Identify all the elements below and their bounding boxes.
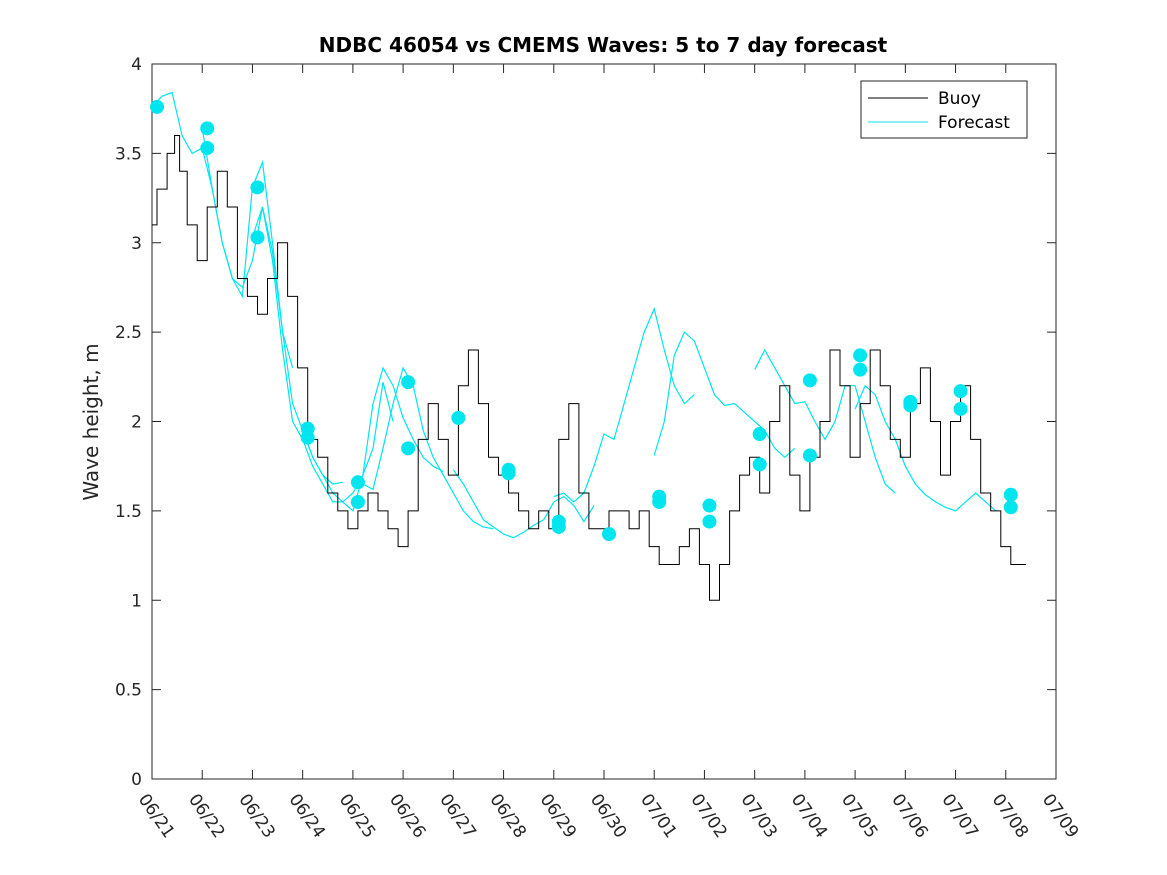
legend-box [860,80,1028,139]
forecast-marker [150,99,165,114]
forecast-marker [250,230,265,245]
legend: Buoy Forecast [860,80,1028,139]
y-tick-label: 2.5 [115,323,142,343]
x-tick-label: 07/03 [737,790,781,842]
y-axis-label: Wave height, m [79,343,103,500]
forecast-marker [652,494,667,509]
forecast-marker [702,498,717,513]
buoy-line [152,135,1026,601]
forecast-run-line [251,206,394,503]
y-tick-label: 3.5 [115,144,142,164]
y-tick-label: 3 [131,234,142,254]
x-tick-label: 07/06 [887,790,931,842]
forecast-run-line [452,469,595,539]
plot-area [151,63,1057,780]
x-tick-label: 07/05 [837,790,881,842]
forecast-marker [1003,500,1018,515]
forecast-marker [752,457,767,472]
x-tick-label: 06/30 [586,790,630,842]
forecast-marker [853,348,868,363]
plot-frame [151,63,1057,780]
forecast-run-line [854,384,997,512]
forecast-marker [602,527,617,542]
forecast-marker [702,514,717,529]
forecast-marker [250,180,265,195]
x-tick-label: 06/24 [285,790,329,842]
forecast-markers [150,99,1018,542]
x-tick-label: 07/08 [988,790,1032,842]
y-tick-label: 2 [131,413,142,433]
forecast-run-line [302,366,444,512]
x-tick-label: 07/09 [1038,790,1082,842]
x-tick-label: 06/25 [335,790,379,842]
x-tick-label: 06/21 [134,790,178,842]
forecast-run-line [754,348,896,494]
forecast-run-line [653,331,796,459]
x-tick-label: 06/29 [536,790,580,842]
y-tick-label: 0 [131,770,142,790]
x-tick-label: 06/28 [485,790,529,842]
forecast-marker [401,375,416,390]
forecast-marker [802,448,817,463]
forecast-series [151,91,997,539]
forecast-marker [802,373,817,388]
x-tick-label: 06/26 [385,790,429,842]
forecast-marker [752,427,767,442]
forecast-marker [401,441,416,456]
y-tick-label: 1.5 [115,502,142,522]
y-tick-label: 0.5 [115,681,142,701]
forecast-marker [350,475,365,490]
forecast-marker [953,384,968,399]
y-tick-label: 4 [131,55,142,75]
forecast-marker [451,410,466,425]
forecast-marker [350,494,365,509]
x-tick-label: 06/23 [234,790,278,842]
chart-title: NDBC 46054 vs CMEMS Waves: 5 to 7 day fo… [319,33,888,57]
x-tick-label: 07/02 [686,790,730,842]
forecast-marker [853,362,868,377]
forecast-marker [903,398,918,413]
forecast-run-line [352,366,494,530]
x-tick-label: 06/27 [435,790,479,842]
y-axis-ticks: 0 0.5 1 1.5 2 2.5 3 3.5 4 [115,55,1056,790]
legend-buoy-label: Buoy [938,89,981,109]
y-tick-label: 1 [131,591,142,611]
forecast-marker [200,121,215,136]
forecast-marker [300,430,315,445]
x-tick-label: 07/01 [636,790,680,842]
forecast-marker [551,519,566,534]
forecast-marker [1003,487,1018,502]
forecast-marker [200,141,215,156]
x-tick-label: 07/07 [937,790,981,842]
legend-forecast-label: Forecast [938,113,1010,133]
buoy-series [152,135,1026,601]
forecast-marker [501,466,516,481]
forecast-marker [953,401,968,416]
x-tick-label: 06/22 [184,790,228,842]
x-tick-label: 07/04 [787,790,831,842]
